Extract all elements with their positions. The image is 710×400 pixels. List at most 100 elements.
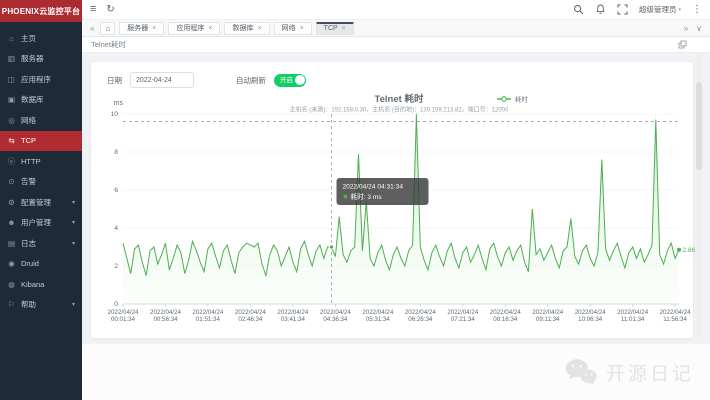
chevron-down-icon: ▾ (72, 240, 75, 247)
tabs-scroll-right[interactable]: » (682, 24, 690, 33)
copy-window-icon[interactable] (678, 40, 687, 49)
chart-title: Telnet 耗时 (375, 93, 424, 105)
x-tick-date: 2022/04/24 (362, 309, 394, 316)
y-tick-label: 4 (114, 225, 118, 232)
sidebar-item-数据库[interactable]: ▣ 数据库 (0, 90, 82, 111)
tabs-scroll-left[interactable]: « (88, 24, 96, 33)
x-tick-date: 2022/04/24 (150, 309, 182, 316)
telnet-chart[interactable]: 0246810ms2022/04/2400:01:342022/04/2400:… (99, 92, 685, 333)
chart-tooltip: 2022/04/24 04:31:34 耗时: 3 ms (337, 178, 429, 205)
sidebar-item-HTTP[interactable]: ⓔHTTP (0, 151, 82, 172)
y-tick-label: 8 (114, 149, 118, 156)
http-icon: ⓔ (7, 156, 16, 167)
tab-服务器[interactable]: 服务器× (119, 22, 164, 35)
close-icon[interactable]: × (300, 25, 304, 32)
sidebar-item-帮助[interactable]: ⚐帮助▾ (0, 295, 82, 316)
y-tick-label: 10 (110, 111, 118, 118)
tab-label: 网络 (282, 23, 296, 33)
close-icon[interactable]: × (208, 25, 212, 32)
sidebar-item-日志[interactable]: ▤日志▾ (0, 233, 82, 254)
close-icon[interactable]: × (152, 25, 156, 32)
tabs-container: 服务器×应用程序×数据库×网络×TCP× (119, 22, 353, 35)
sidebar-item-label: 主页 (21, 33, 36, 44)
date-input[interactable] (130, 72, 194, 88)
sidebar-item-服务器[interactable]: ▥服务器 (0, 49, 82, 70)
hamburger-icon[interactable]: ≡ (90, 4, 96, 15)
tabbar: « ⌂ 服务器×应用程序×数据库×网络×TCP× » ∨ (82, 20, 710, 37)
sidebar-item-label: 应用程序 (21, 74, 51, 85)
more-icon[interactable]: ⋮ (692, 5, 702, 15)
sidebar-item-label: Kibana (21, 280, 44, 289)
x-tick-date: 2022/04/24 (490, 309, 522, 316)
chart-card: 日期 自动刷新 开启 0246810ms2022/04/2400:01:3420… (90, 61, 694, 339)
x-tick-time: 03:41:34 (281, 316, 306, 323)
sidebar-item-网络[interactable]: ◎ 网络 (0, 110, 82, 131)
sidebar-item-告警[interactable]: ⊙告警 (0, 172, 82, 193)
x-tick-time: 01:51:34 (196, 316, 221, 323)
tab-TCP[interactable]: TCP× (316, 22, 354, 35)
search-icon[interactable] (573, 4, 584, 15)
kibana-icon: ◍ (7, 280, 16, 289)
server-icon: ▥ (7, 54, 16, 63)
content-area: Telnet耗时 (82, 37, 710, 400)
druid-icon: ◉ (7, 259, 16, 268)
tab-网络[interactable]: 网络 × (274, 22, 312, 35)
sidebar-item-label: 数据库 (21, 94, 44, 105)
scrollbar-thumb[interactable] (696, 82, 702, 170)
tooltip-datetime: 2022/04/24 04:31:34 (343, 184, 404, 191)
sidebar-item-label: Druid (21, 259, 39, 268)
auto-refresh-toggle[interactable]: 开启 (274, 74, 306, 87)
sidebar-item-TCP[interactable]: ⇆TCP (0, 131, 82, 152)
legend-item[interactable]: 耗时 (497, 95, 529, 104)
scrollbar[interactable] (696, 54, 702, 338)
bell-icon[interactable] (595, 4, 606, 15)
tab-label: 应用程序 (176, 23, 204, 33)
bottom-strip: 开源日记 (82, 344, 710, 400)
tab-应用程序[interactable]: 应用程序 × (168, 22, 220, 35)
sidebar-item-Kibana[interactable]: ◍ Kibana (0, 274, 82, 295)
hover-point (330, 245, 334, 249)
chart-canvas[interactable]: 0246810ms2022/04/2400:01:342022/04/2400:… (99, 92, 699, 328)
sidebar-item-label: 帮助 (21, 299, 36, 310)
refresh-icon[interactable]: ↻ (106, 5, 114, 15)
home-icon: ⌂ (7, 34, 16, 43)
toggle-knob (295, 75, 305, 85)
close-icon[interactable]: × (257, 25, 261, 32)
sidebar-item-label: 配置管理 (21, 197, 51, 208)
tabs-overflow-menu[interactable]: ∨ (694, 24, 704, 33)
x-tick-date: 2022/04/24 (660, 309, 692, 316)
topbar: ≡ ↻ 超级管理员 ▾ ⋮ (82, 0, 710, 20)
database-icon: ▣ (7, 95, 16, 104)
sidebar-item-label: 网络 (21, 115, 36, 126)
auto-refresh-label: 自动刷新 (236, 75, 266, 86)
fullscreen-icon[interactable] (617, 4, 628, 15)
brand-logo: PHOENIX云监控平台 (0, 0, 82, 22)
x-tick-date: 2022/04/24 (575, 309, 607, 316)
log-icon: ▤ (7, 239, 16, 248)
user-icon: ☻ (7, 218, 16, 227)
chart-subtitle: 主机名 (来源)：192.168.0.30，主机名 (目的地)：139.159.… (290, 106, 509, 114)
sidebar-item-应用程序[interactable]: ◫ 应用程序 (0, 69, 82, 90)
network-icon: ◎ (7, 116, 16, 125)
app-icon: ◫ (7, 75, 16, 84)
watermark: 开源日记 (564, 358, 694, 386)
x-tick-time: 02:46:34 (238, 316, 263, 323)
tab-数据库[interactable]: 数据库× (224, 22, 269, 35)
close-icon[interactable]: × (342, 25, 346, 32)
last-point (677, 248, 681, 252)
user-menu[interactable]: 超级管理员 ▾ (639, 4, 681, 15)
date-label: 日期 (107, 75, 122, 86)
main-column: ≡ ↻ 超级管理员 ▾ ⋮ (82, 0, 710, 400)
x-tick-date: 2022/04/24 (277, 309, 309, 316)
last-point-label: 2.86 (683, 247, 696, 254)
x-tick-time: 11:56:34 (663, 316, 687, 323)
sidebar-item-label: 告警 (21, 176, 36, 187)
topbar-right: 超级管理员 ▾ ⋮ (573, 4, 702, 15)
x-tick-time: 00:01:34 (111, 316, 136, 323)
sidebar-item-主页[interactable]: ⌂ 主页 (0, 28, 82, 49)
sidebar-item-用户管理[interactable]: ☻用户管理▾ (0, 213, 82, 234)
sidebar-item-配置管理[interactable]: ⚙配置管理▾ (0, 192, 82, 213)
panel-header: Telnet耗时 (82, 37, 710, 53)
tab-home[interactable]: ⌂ (100, 22, 115, 35)
sidebar-item-Druid[interactable]: ◉ Druid (0, 254, 82, 275)
